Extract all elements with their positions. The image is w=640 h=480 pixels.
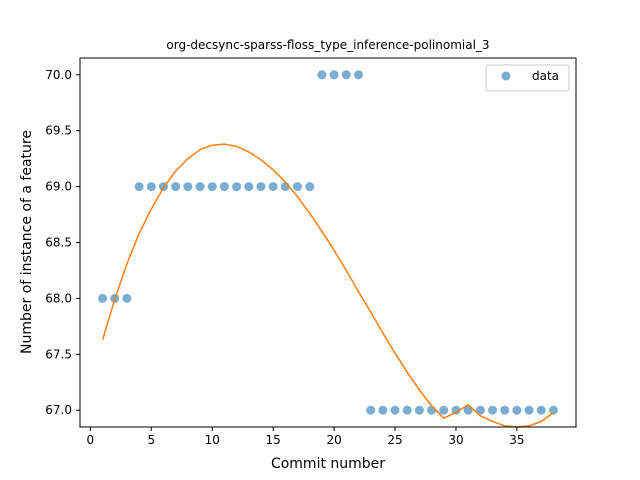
data-point: [439, 405, 449, 415]
data-point: [402, 405, 412, 415]
x-tick-label: 0: [87, 433, 95, 447]
y-tick-label: 68.0: [45, 291, 72, 305]
data-point: [256, 182, 266, 192]
legend-label-data: data: [532, 69, 559, 83]
data-point: [232, 182, 242, 192]
data-point: [488, 405, 498, 415]
data-point: [183, 182, 193, 192]
data-point: [524, 405, 534, 415]
legend-box: [485, 64, 570, 92]
legend: data: [485, 64, 570, 92]
y-tick-label: 67.0: [45, 403, 72, 417]
x-tick-label: 25: [387, 433, 402, 447]
y-tick-label: 70.0: [45, 68, 72, 82]
data-point: [500, 405, 510, 415]
data-point: [293, 182, 303, 192]
chart-title: org-decsync-sparss-floss_type_inference-…: [166, 38, 489, 52]
data-point: [122, 293, 132, 303]
data-point: [390, 405, 400, 415]
data-point: [207, 182, 217, 192]
y-tick-label: 69.5: [45, 124, 72, 138]
y-tick-label: 67.5: [45, 347, 72, 361]
data-point: [353, 70, 363, 80]
y-tick-label: 69.0: [45, 180, 72, 194]
x-tick-label: 15: [266, 433, 281, 447]
data-point: [512, 405, 522, 415]
x-tick-label: 5: [147, 433, 155, 447]
data-point: [98, 293, 108, 303]
data-point: [475, 405, 485, 415]
data-point: [268, 182, 278, 192]
data-point: [146, 182, 156, 192]
data-point: [548, 405, 558, 415]
data-point: [414, 405, 424, 415]
y-tick-label: 68.5: [45, 236, 72, 250]
data-point: [451, 405, 461, 415]
legend-marker-data: [501, 71, 511, 81]
polynomial-fit-line: [101, 143, 554, 428]
data-point: [427, 405, 437, 415]
data-point: [366, 405, 376, 415]
data-point: [378, 405, 388, 415]
data-point: [329, 70, 339, 80]
data-point: [305, 182, 315, 192]
data-point: [341, 70, 351, 80]
data-point: [195, 182, 205, 192]
data-point: [317, 70, 327, 80]
data-point: [219, 182, 229, 192]
x-tick-label: 20: [326, 433, 341, 447]
y-axis-label: Number of instance of a feature: [19, 130, 35, 354]
x-tick-label: 35: [509, 433, 524, 447]
x-tick-label: 30: [448, 433, 463, 447]
x-tick-label: 10: [205, 433, 220, 447]
data-point: [171, 182, 181, 192]
x-axis-label: Commit number: [271, 456, 385, 472]
data-point: [244, 182, 254, 192]
data-point: [134, 182, 144, 192]
data-point: [463, 405, 473, 415]
data-point: [536, 405, 546, 415]
